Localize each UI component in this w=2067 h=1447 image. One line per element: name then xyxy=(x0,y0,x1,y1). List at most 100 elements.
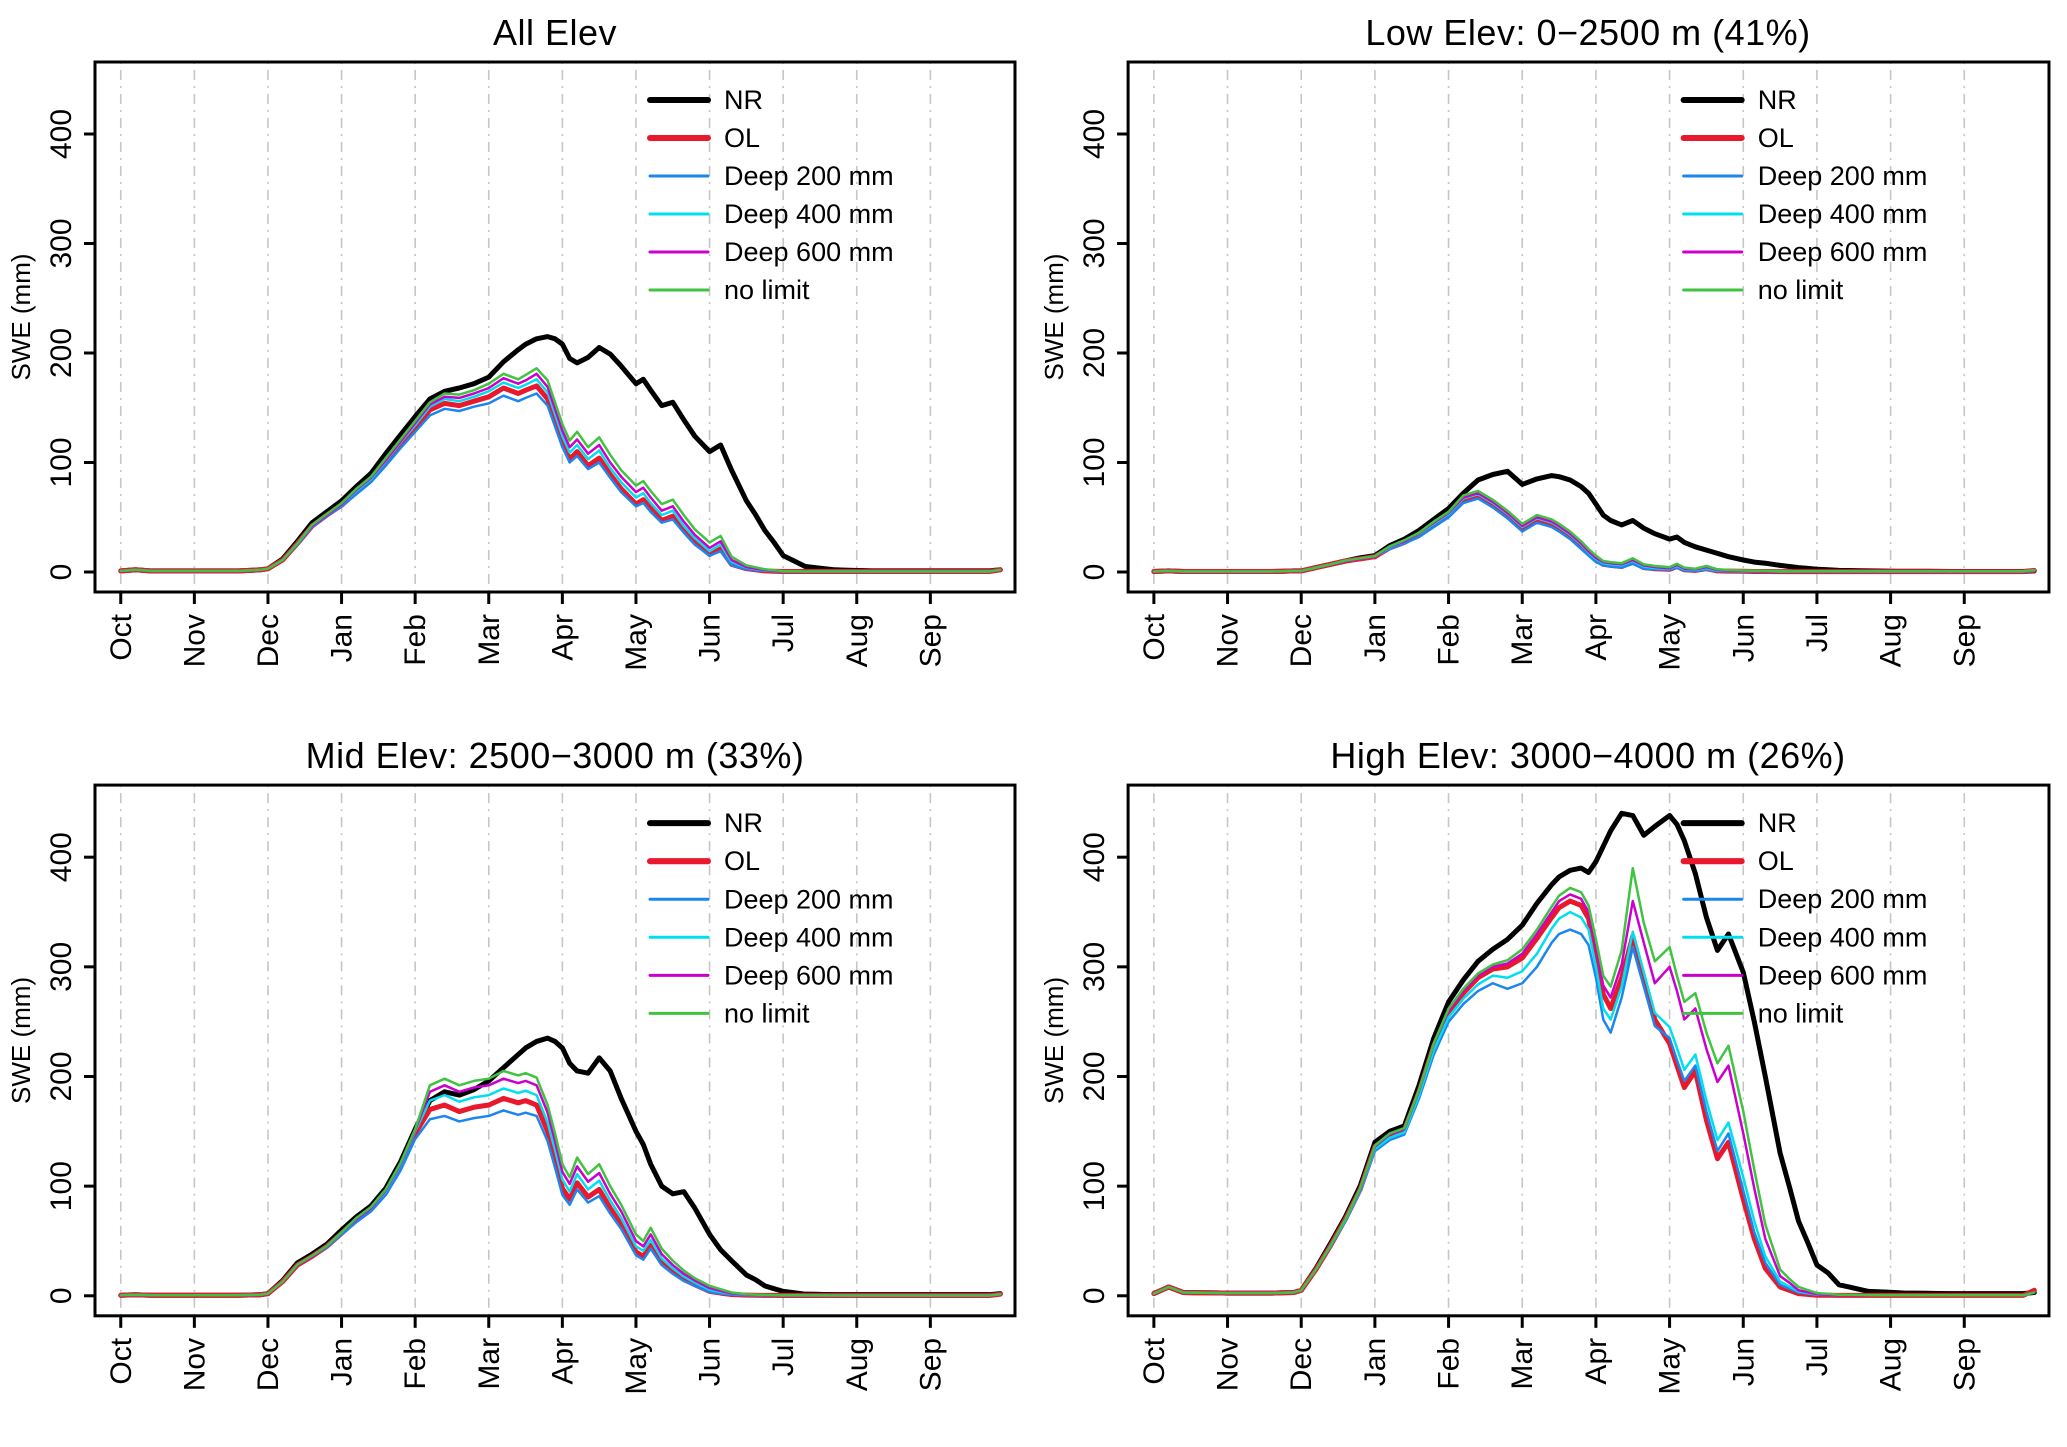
x-tick-label-Feb: Feb xyxy=(1433,1338,1466,1390)
month-gridlines xyxy=(119,785,932,1316)
x-tick-label-Jan: Jan xyxy=(1359,614,1392,662)
legend-label-Deep-200-mm: Deep 200 mm xyxy=(1758,161,1928,191)
x-tick-label-Aug: Aug xyxy=(841,1338,874,1391)
y-axis: 0 100 200 300 400 SWE (mm) xyxy=(6,109,95,580)
legend-label-Deep-600-mm: Deep 600 mm xyxy=(724,237,894,267)
series-line-no-limit xyxy=(119,367,1002,573)
x-tick-label-Jun: Jun xyxy=(1727,1338,1760,1386)
y-tick-label: 400 xyxy=(45,109,78,159)
chart-mid-elev: 0 100 200 300 400 SWE (mm) Oct Nov Dec Jan Feb Mar A… xyxy=(6,783,1017,1395)
legend: NR OL Deep 200 mm Deep 400 mm Deep 600 mm no … xyxy=(647,808,893,1028)
x-tick-label-Sep: Sep xyxy=(1948,614,1981,667)
x-tick-label-Dec: Dec xyxy=(1285,1338,1318,1391)
legend: NR OL Deep 200 mm Deep 400 mm Deep 600 mm no … xyxy=(1680,85,1928,305)
x-tick-label-Oct: Oct xyxy=(105,1337,138,1384)
x-tick-label-Jul: Jul xyxy=(767,1338,800,1376)
x-axis: Oct Nov Dec Jan Feb Mar Apr May Jun Jul Aug Sep xyxy=(105,592,947,671)
y-tick-label: 200 xyxy=(45,1051,78,1101)
x-tick-label-Jun: Jun xyxy=(694,1338,727,1386)
y-axis-label: SWE (mm) xyxy=(6,977,36,1104)
series-line-NR xyxy=(118,334,1003,574)
legend-label-no-limit: no limit xyxy=(724,998,810,1028)
y-tick-label: 0 xyxy=(1078,564,1111,581)
x-tick-label-Sep: Sep xyxy=(1948,1338,1981,1391)
x-axis: Oct Nov Dec Jan Feb Mar Apr May Jun Jul Aug Sep xyxy=(105,1315,947,1395)
x-tick-label-May: May xyxy=(620,614,653,671)
legend-label-Deep-400-mm: Deep 400 mm xyxy=(724,922,893,952)
series-line-no-limit xyxy=(1152,866,2036,1297)
legend-label-OL: OL xyxy=(724,846,760,876)
y-axis: 0 100 200 300 400 SWE (mm) xyxy=(1039,109,1129,581)
x-tick-label-May: May xyxy=(1654,1338,1687,1395)
legend-label-OL: OL xyxy=(724,123,760,153)
panel-all-elev: All Elev 0 100 200 300 400 SWE (mm) Oct Nov Dec J… xyxy=(0,0,1033,723)
legend-label-Deep-400-mm: Deep 400 mm xyxy=(724,199,894,229)
panel-mid-elev: Mid Elev: 2500−3000 m (33%) 0 100 200 300 40… xyxy=(0,723,1033,1447)
legend-label-Deep-600-mm: Deep 600 mm xyxy=(1758,960,1928,990)
series-line-Deep-200-mm xyxy=(1152,497,2036,573)
y-tick-label: 100 xyxy=(45,1161,78,1211)
x-tick-label-Oct: Oct xyxy=(105,613,138,660)
series-line-OL xyxy=(118,1095,1003,1298)
x-tick-label-Mar: Mar xyxy=(473,614,506,666)
x-tick-label-Aug: Aug xyxy=(1875,1338,1908,1391)
x-tick-label-May: May xyxy=(620,1338,653,1395)
y-tick-label: 300 xyxy=(1078,218,1111,268)
x-tick-label-Mar: Mar xyxy=(473,1338,506,1390)
x-tick-label-Feb: Feb xyxy=(399,614,432,666)
x-tick-label-Nov: Nov xyxy=(1212,1338,1245,1391)
x-tick-label-Jul: Jul xyxy=(1801,614,1834,652)
y-tick-label: 200 xyxy=(1078,328,1111,378)
plot-box xyxy=(1126,783,2051,1318)
series-line-no-limit xyxy=(119,1069,1002,1297)
y-tick-label: 100 xyxy=(45,437,78,487)
panel-low-elev: Low Elev: 0−2500 m (41%) 0 100 200 300 400 SW… xyxy=(1033,0,2067,723)
y-tick-label: 0 xyxy=(45,564,78,581)
y-tick-label: 100 xyxy=(1078,1161,1111,1211)
month-gridlines xyxy=(1153,785,1966,1316)
series-line-Deep-600-mm xyxy=(119,372,1002,573)
y-tick-label: 300 xyxy=(45,218,78,268)
series-lines xyxy=(1151,810,2037,1298)
y-axis-label: SWE (mm) xyxy=(6,253,36,380)
legend-label-Deep-600-mm: Deep 600 mm xyxy=(724,960,893,990)
legend-label-no-limit: no limit xyxy=(724,275,810,305)
x-tick-label-Jan: Jan xyxy=(326,614,359,662)
series-lines xyxy=(1151,468,2037,575)
legend-label-Deep-600-mm: Deep 600 mm xyxy=(1758,237,1928,267)
y-tick-label: 0 xyxy=(45,1287,78,1304)
legend-label-Deep-400-mm: Deep 400 mm xyxy=(1758,922,1928,952)
x-tick-label-Mar: Mar xyxy=(1506,1338,1539,1390)
legend-label-Deep-200-mm: Deep 200 mm xyxy=(724,884,893,914)
x-tick-label-Feb: Feb xyxy=(1433,614,1466,666)
panel-high-elev: High Elev: 3000−4000 m (26%) 0 100 200 300 4… xyxy=(1033,723,2067,1447)
series-line-OL xyxy=(118,383,1003,574)
legend: NR OL Deep 200 mm Deep 400 mm Deep 600 mm no … xyxy=(647,85,894,305)
x-tick-label-Apr: Apr xyxy=(546,614,579,661)
series-lines xyxy=(118,334,1003,574)
y-tick-label: 400 xyxy=(1078,109,1111,159)
y-tick-label: 200 xyxy=(1078,1051,1111,1101)
legend-label-no-limit: no limit xyxy=(1758,275,1844,305)
y-axis: 0 100 200 300 400 SWE (mm) xyxy=(6,832,95,1304)
y-tick-label: 400 xyxy=(1078,832,1111,882)
y-axis-label: SWE (mm) xyxy=(1039,977,1069,1104)
x-axis: Oct Nov Dec Jan Feb Mar Apr May Jun Jul Aug Sep xyxy=(1138,1315,1981,1395)
series-line-Deep-400-mm xyxy=(119,378,1002,573)
y-tick-label: 300 xyxy=(1078,942,1111,992)
x-tick-label-Jan: Jan xyxy=(1359,1338,1392,1386)
legend-label-OL: OL xyxy=(1758,846,1794,876)
x-tick-label-Nov: Nov xyxy=(1212,614,1245,667)
x-tick-label-Dec: Dec xyxy=(252,614,285,667)
plot-box xyxy=(1126,60,2051,594)
legend-label-NR: NR xyxy=(1758,808,1797,838)
legend-label-Deep-400-mm: Deep 400 mm xyxy=(1758,199,1928,229)
x-tick-label-Oct: Oct xyxy=(1138,613,1171,660)
y-axis-label: SWE (mm) xyxy=(1039,253,1069,380)
legend-label-NR: NR xyxy=(1758,85,1797,115)
x-tick-label-Apr: Apr xyxy=(546,1338,579,1385)
x-tick-label-Jan: Jan xyxy=(326,1338,359,1386)
legend-label-Deep-200-mm: Deep 200 mm xyxy=(1758,884,1928,914)
plot-box xyxy=(93,60,1017,594)
series-line-no-limit xyxy=(1152,489,2036,573)
